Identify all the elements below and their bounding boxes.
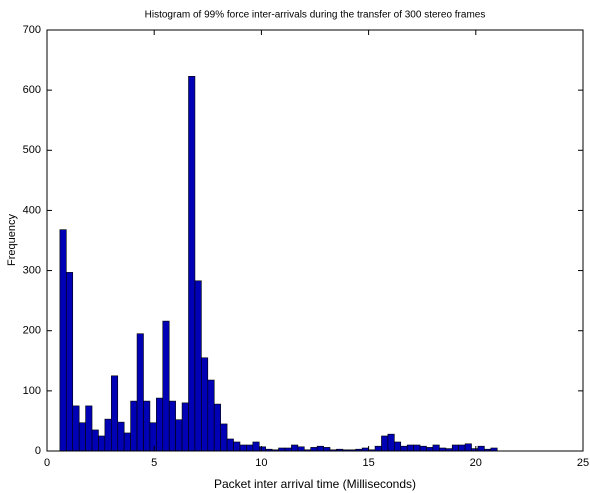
bar <box>175 419 183 452</box>
bar <box>400 445 408 452</box>
bar <box>123 432 131 452</box>
bar <box>394 441 402 452</box>
bar <box>98 435 106 452</box>
bar <box>59 229 67 452</box>
bar <box>381 435 389 452</box>
bar <box>226 438 234 452</box>
bar <box>426 447 434 452</box>
bar <box>168 400 176 452</box>
bar <box>207 379 215 452</box>
bar <box>143 400 151 452</box>
bar <box>419 445 427 452</box>
bar <box>220 423 228 452</box>
bar <box>323 447 331 452</box>
bar <box>149 422 157 452</box>
plot-frame <box>46 29 584 452</box>
bar <box>464 443 472 452</box>
bar <box>65 272 74 452</box>
y-tick-label: 300 <box>23 264 41 276</box>
bar <box>413 444 421 452</box>
x-tick-label: 15 <box>362 457 374 469</box>
y-tick-label: 500 <box>23 144 41 156</box>
bar <box>233 441 241 452</box>
x-tick-label: 10 <box>255 457 267 469</box>
bar <box>111 375 119 452</box>
bar <box>374 445 382 452</box>
bar <box>297 446 305 452</box>
x-tick-label: 5 <box>151 457 157 469</box>
bar <box>78 422 86 452</box>
bar <box>130 400 138 452</box>
bar <box>316 445 324 452</box>
bar <box>310 447 318 452</box>
chart-title: Histogram of 99% force inter-arrivals du… <box>145 10 486 21</box>
bar <box>181 402 189 452</box>
bar <box>239 444 247 452</box>
bar <box>156 397 164 452</box>
bar <box>291 444 299 452</box>
bar <box>162 320 170 452</box>
bar <box>252 441 260 452</box>
y-tick-label: 400 <box>23 204 41 216</box>
bar <box>104 418 112 452</box>
x-tick-label: 20 <box>470 457 482 469</box>
bar <box>117 421 125 452</box>
bar <box>387 433 395 452</box>
y-tick-label: 700 <box>23 24 41 36</box>
bar <box>136 333 144 452</box>
y-tick-label: 200 <box>23 325 41 337</box>
y-tick-label: 0 <box>35 445 41 457</box>
bar <box>194 280 202 452</box>
bar <box>188 76 196 452</box>
bar <box>477 445 485 452</box>
x-tick-label: 0 <box>44 457 50 469</box>
bar <box>246 444 254 452</box>
y-tick-label: 600 <box>23 84 41 96</box>
bar <box>451 444 459 452</box>
bar <box>91 429 99 452</box>
x-axis-label: Packet inter arrival time (Milliseconds) <box>214 477 416 491</box>
bar <box>258 446 266 452</box>
bar <box>201 357 209 452</box>
bar <box>432 444 440 452</box>
bar <box>213 403 221 452</box>
y-axis-label: Frequency <box>6 214 18 266</box>
x-tick-label: 25 <box>577 457 589 469</box>
bar <box>406 444 414 452</box>
bar <box>72 405 80 452</box>
bar <box>85 405 93 452</box>
y-tick-label: 100 <box>23 385 41 397</box>
bar <box>458 444 466 452</box>
